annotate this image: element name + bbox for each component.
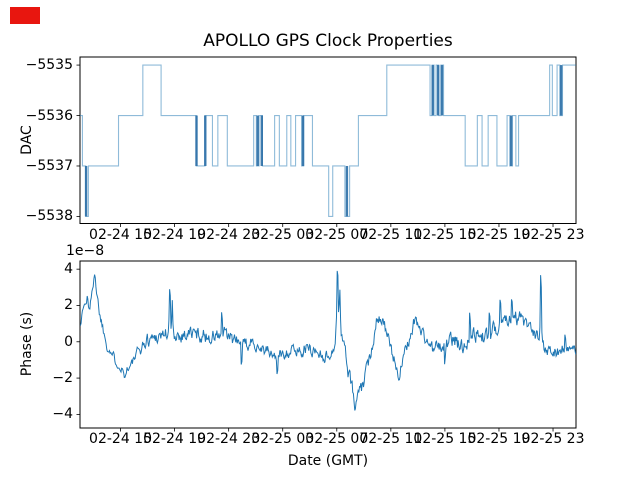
y-tick-label: −5537 <box>25 157 73 174</box>
chart-title: APOLLO GPS Clock Properties <box>203 31 453 51</box>
annotation-red-box <box>10 7 40 24</box>
date-axis-label: Date (GMT) <box>287 453 369 469</box>
y-tick-label: 2 <box>64 297 73 314</box>
x-tick-label: 02-25 15 <box>413 226 477 243</box>
y-tick-label: −2 <box>52 370 73 387</box>
y-tick-label: −5535 <box>25 57 73 74</box>
phase-line <box>79 270 577 411</box>
y-tick-label: 0 <box>64 333 73 350</box>
x-tick-label: 02-25 19 <box>467 226 531 243</box>
x-tick-label: 02-25 07 <box>305 431 369 447</box>
y-tick-label: −5536 <box>25 107 73 124</box>
x-tick-label: 02-24 19 <box>143 226 207 243</box>
x-tick-label: 02-24 23 <box>197 226 261 243</box>
x-tick-label: 02-25 23 <box>521 226 585 243</box>
x-tick-label: 02-24 15 <box>89 431 153 447</box>
x-tick-label: 02-25 19 <box>467 431 531 447</box>
x-tick-label: 02-25 23 <box>521 431 585 447</box>
x-tick-label: 02-25 11 <box>359 431 423 447</box>
x-tick-label: 02-25 11 <box>359 226 423 243</box>
y-tick-label: −4 <box>52 406 73 423</box>
x-tick-label: 02-24 19 <box>143 431 207 447</box>
x-tick-label: 02-25 03 <box>251 431 315 447</box>
dac-axis-label: DAC <box>19 125 35 155</box>
dac-step-line <box>80 64 576 217</box>
x-tick-label: 02-25 03 <box>251 226 315 243</box>
x-tick-label: 02-25 07 <box>305 226 369 243</box>
phase-offset-text: 1e−8 <box>66 243 105 259</box>
x-tick-label: 02-24 15 <box>89 226 153 243</box>
y-tick-label: 4 <box>64 261 73 278</box>
x-tick-label: 02-24 23 <box>197 431 261 447</box>
y-tick-label: −5538 <box>25 208 73 225</box>
x-tick-label: 02-25 15 <box>413 431 477 447</box>
